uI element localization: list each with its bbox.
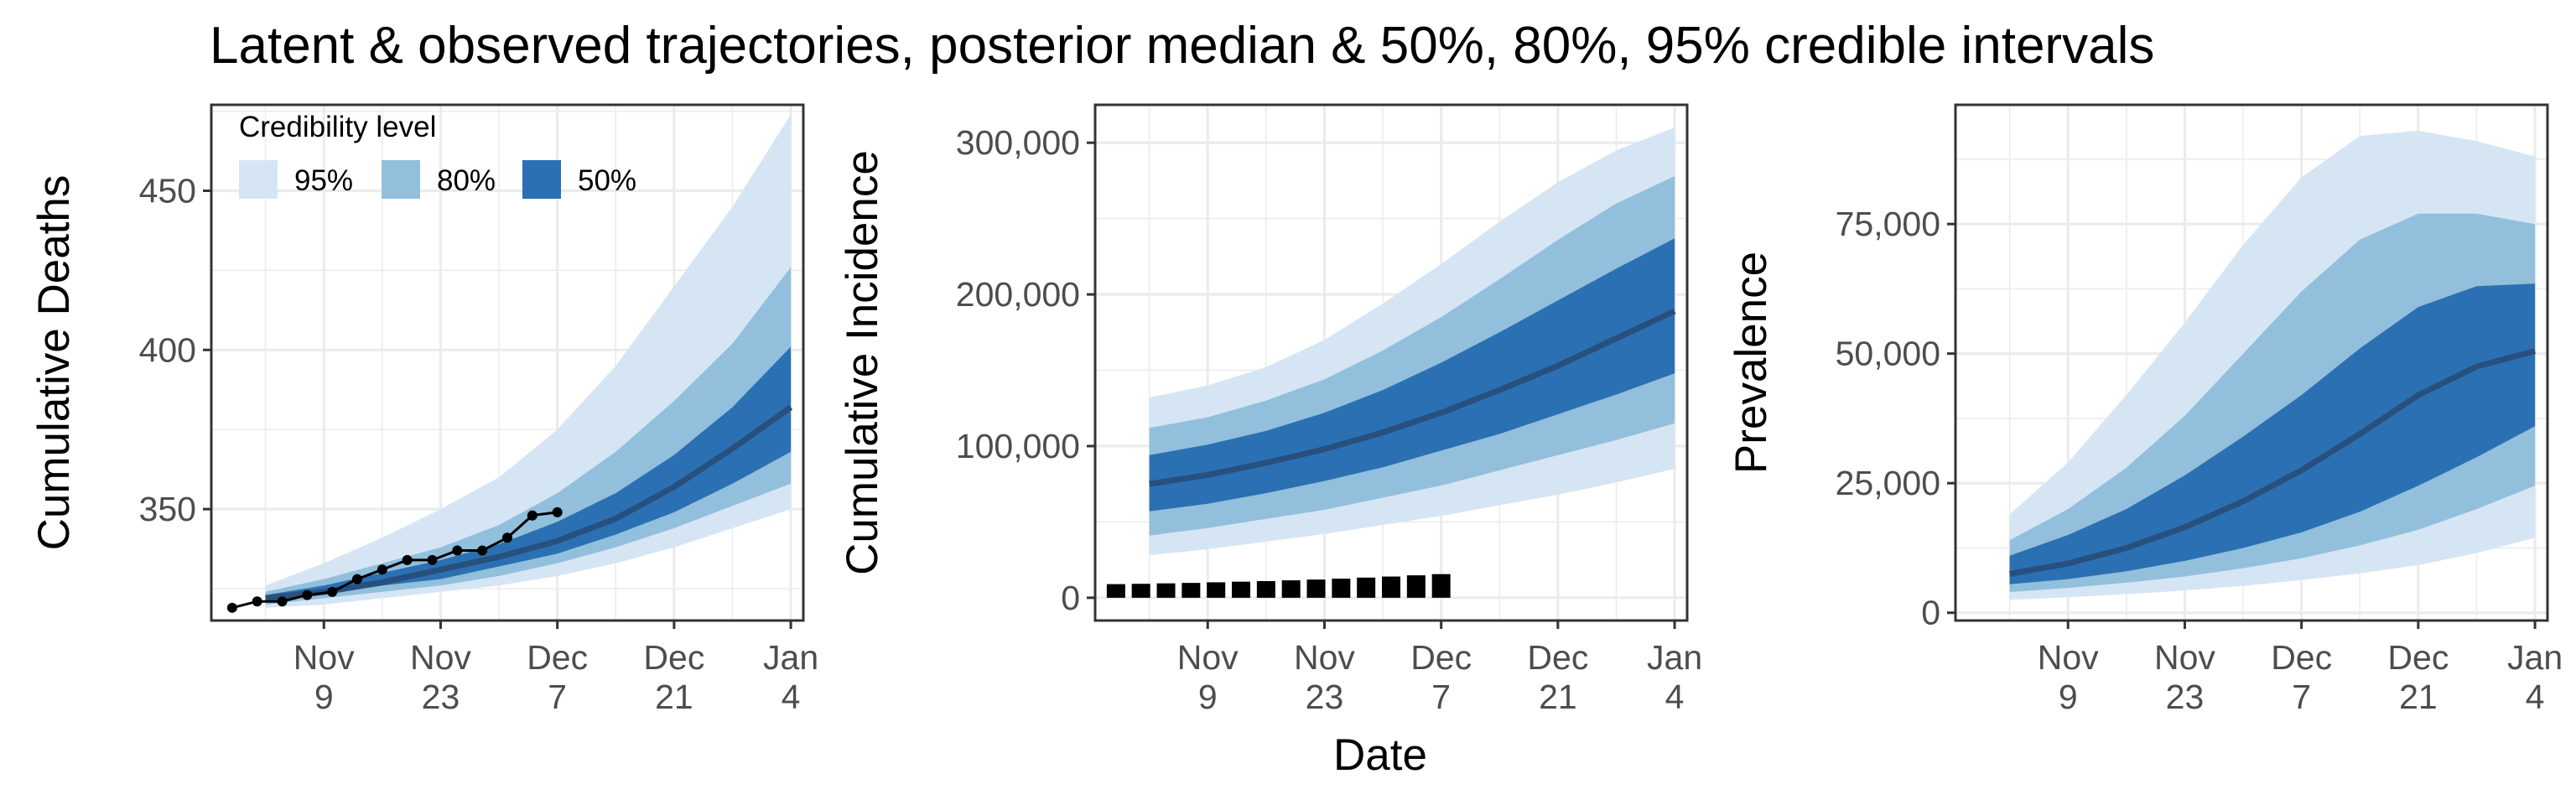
legend-label: 95% <box>294 164 353 197</box>
band-50 <box>1149 238 1675 512</box>
observed-point <box>1256 580 1275 598</box>
observed-point <box>1332 579 1351 598</box>
x-tick-label: 9 <box>314 678 334 716</box>
panel-border <box>210 103 805 622</box>
y-tick-label: 100,000 <box>956 427 1080 465</box>
x-tick-label: 7 <box>1431 678 1451 716</box>
observed-point <box>252 596 262 607</box>
x-tick-label: Dec <box>2271 638 2332 677</box>
x-tick-label: 4 <box>1665 678 1685 716</box>
observed-point <box>1131 584 1150 598</box>
median-line <box>1149 308 1676 487</box>
observed-point <box>1406 575 1426 598</box>
x-tick-label: Jan <box>763 638 818 677</box>
x-tick-label: Nov <box>2038 638 2099 677</box>
y-tick-label: 50,000 <box>1836 335 1940 373</box>
observed-point <box>1431 574 1451 598</box>
legend-label: 80% <box>437 164 496 197</box>
observed-point <box>1156 583 1176 598</box>
panel-cumulative-deaths: 350400450Nov9Nov23Dec7Dec21Jan4Cumulativ… <box>29 103 818 716</box>
y-tick-label: 400 <box>139 330 196 369</box>
band-80 <box>265 267 792 605</box>
observed-point <box>452 545 463 556</box>
x-tick-label: Jan <box>1647 638 1702 677</box>
observed-point <box>427 554 438 565</box>
panel-border <box>1093 103 1689 622</box>
y-axis-title: Cumulative Deaths <box>29 175 79 551</box>
observed-point <box>277 596 288 607</box>
y-tick-label: 300,000 <box>956 123 1080 162</box>
x-tick-label: 21 <box>655 678 693 716</box>
median-line <box>265 404 793 601</box>
x-tick-label: 9 <box>2059 678 2078 716</box>
x-tick-label: Dec <box>643 638 704 677</box>
legend-key-95 <box>239 160 278 199</box>
x-tick-label: Nov <box>1177 638 1239 677</box>
x-tick-label: 7 <box>548 678 567 716</box>
x-tick-label: Dec <box>527 638 588 677</box>
x-axis-title: Date <box>1333 730 1427 780</box>
x-tick-label: Dec <box>1527 638 1588 677</box>
y-tick-label: 450 <box>139 172 196 210</box>
x-tick-label: 9 <box>1198 678 1218 716</box>
observed-point <box>226 602 237 613</box>
x-tick-label: 7 <box>2292 678 2311 716</box>
y-tick-label: 200,000 <box>956 275 1080 314</box>
y-tick-label: 75,000 <box>1836 205 1940 243</box>
legend-label: 50% <box>578 164 636 197</box>
observed-point <box>302 589 313 600</box>
y-tick-label: 350 <box>139 490 196 528</box>
x-tick-label: 23 <box>1306 678 1344 716</box>
legend-key-50 <box>522 160 561 199</box>
x-tick-label: Nov <box>410 638 471 677</box>
y-tick-label: 0 <box>1061 579 1080 617</box>
x-tick-label: Nov <box>1294 638 1355 677</box>
observed-point <box>327 586 338 597</box>
band-50 <box>2009 283 2536 584</box>
observed-point <box>527 510 538 521</box>
panel-cumulative-incidence: 0100,000200,000300,000Nov9Nov23Dec7Dec21… <box>838 103 1702 716</box>
observed-point <box>477 545 488 556</box>
observed-point <box>502 532 512 543</box>
x-tick-label: Nov <box>293 638 355 677</box>
observed-point <box>1207 582 1226 598</box>
observed-point <box>1306 579 1326 598</box>
x-tick-label: 4 <box>782 678 801 716</box>
x-tick-label: 21 <box>2399 678 2438 716</box>
observed-point <box>1357 577 1376 598</box>
x-tick-label: Dec <box>2387 638 2449 677</box>
observed-point <box>402 554 413 565</box>
x-tick-label: Nov <box>2154 638 2215 677</box>
observed-point <box>352 574 363 584</box>
x-tick-label: Jan <box>2507 638 2563 677</box>
y-tick-label: 25,000 <box>1836 464 1940 502</box>
x-tick-label: Dec <box>1410 638 1472 677</box>
legend-key-80 <box>382 160 420 199</box>
observed-point <box>1182 583 1201 598</box>
panel-border <box>1954 103 2549 622</box>
x-tick-label: 21 <box>1539 678 1577 716</box>
median-line <box>2008 348 2536 577</box>
x-tick-label: 4 <box>2526 678 2545 716</box>
legend: Credibility level 95% 80% 50% <box>239 111 636 199</box>
observed-point <box>377 564 387 575</box>
y-axis-title: Prevalence <box>1727 252 1776 474</box>
observed-point <box>552 506 563 517</box>
panel-prevalence: 025,00050,00075,000Nov9Nov23Dec7Dec21Jan… <box>1727 103 2563 716</box>
y-tick-label: 0 <box>1921 594 1940 632</box>
band-80 <box>2009 213 2536 593</box>
observed-point <box>1232 581 1251 598</box>
legend-title: Credibility level <box>239 111 436 143</box>
x-tick-label: 23 <box>2166 678 2205 716</box>
x-tick-label: 23 <box>422 678 460 716</box>
observed-point <box>1382 576 1400 598</box>
y-axis-title: Cumulative Incidence <box>838 150 887 575</box>
observed-point <box>1106 584 1125 598</box>
observed-point <box>1281 580 1301 598</box>
chart-title: Latent & observed trajectories, posterio… <box>210 17 2154 75</box>
